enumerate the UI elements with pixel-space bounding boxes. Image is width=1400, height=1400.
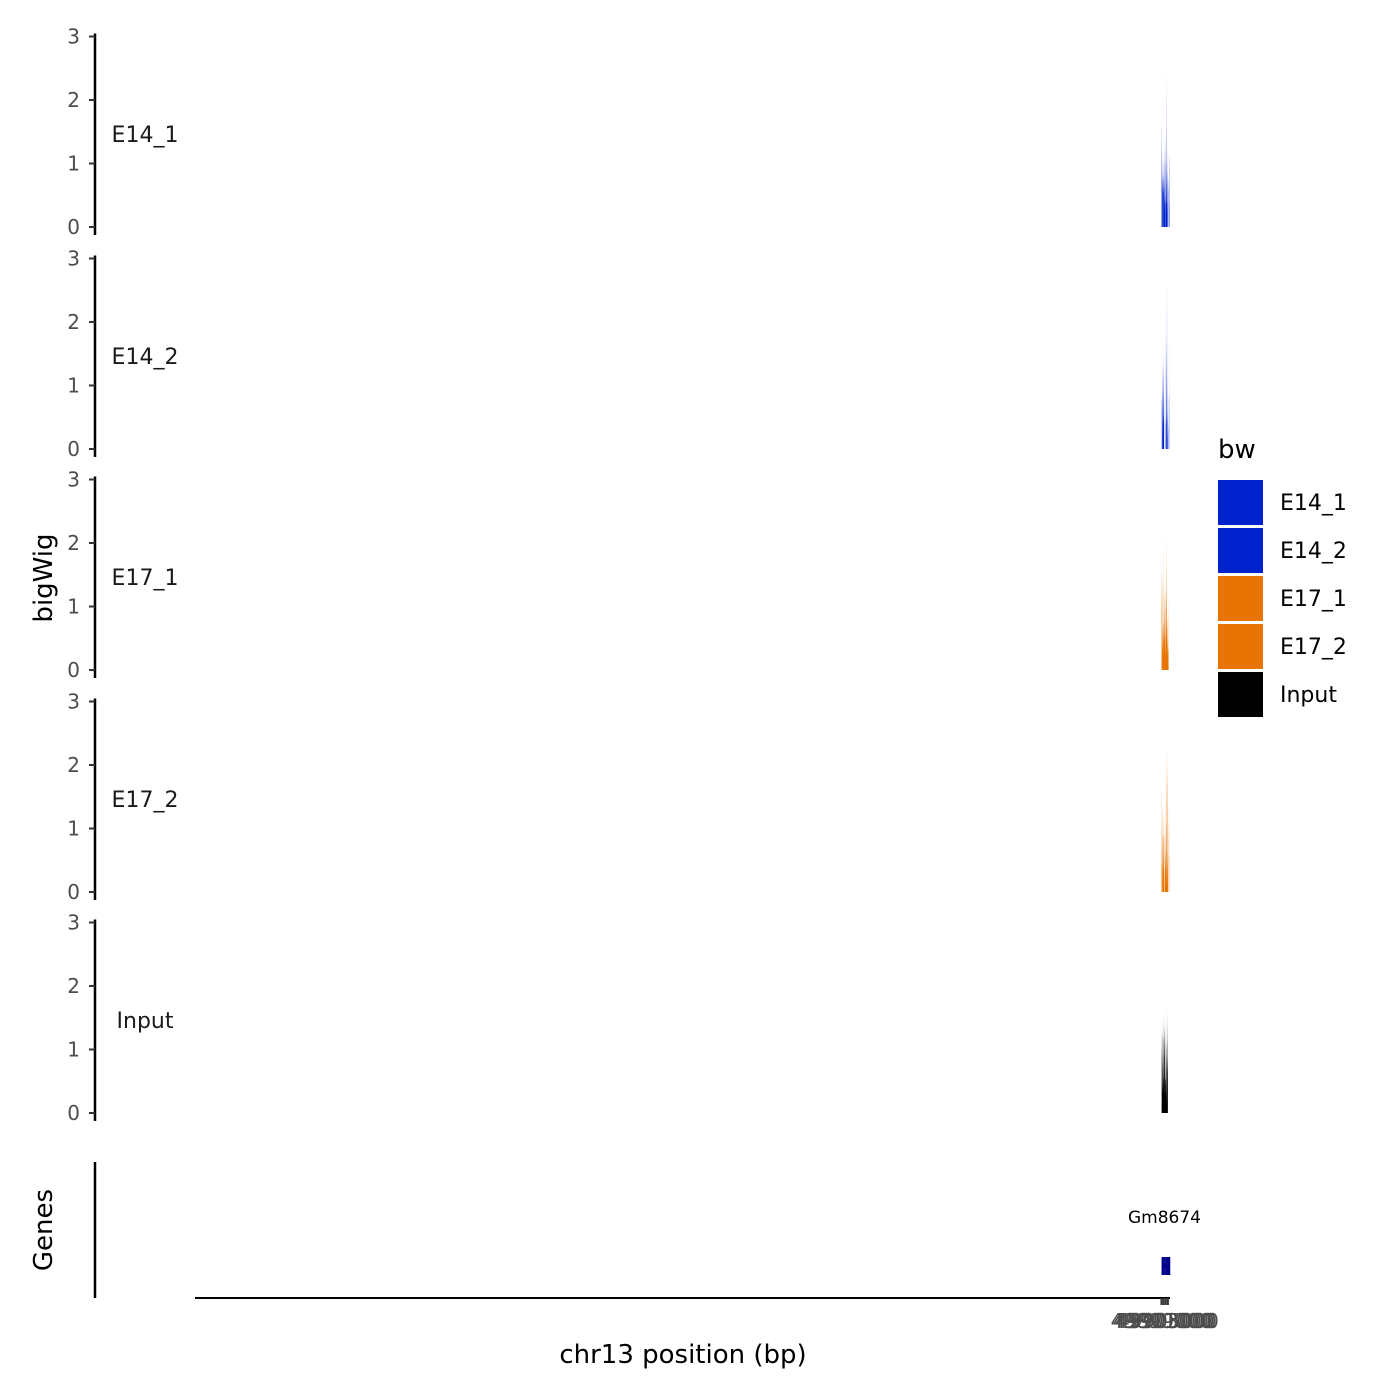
gene-exon xyxy=(1167,1257,1171,1275)
signal-area-E14_1 xyxy=(1165,68,1168,227)
legend-swatch xyxy=(1218,576,1263,621)
track-label-E14_1: E14_1 xyxy=(112,123,179,148)
track-E17_2: 0 1 2 3 E17_2 xyxy=(67,690,1170,904)
y-tick-label: 0 xyxy=(67,1101,80,1125)
y-tick-label: 0 xyxy=(67,437,80,461)
y-tick-label: 0 xyxy=(67,880,80,904)
gene-exon xyxy=(1165,1257,1169,1275)
y-tick-label: 3 xyxy=(67,911,80,935)
signal-area-E17_1 xyxy=(1161,514,1169,670)
signal-area-E14_2 xyxy=(1166,264,1168,449)
signal-area-E17_2 xyxy=(1165,742,1168,892)
legend-entry-E17_2: E17_2 xyxy=(1218,624,1347,669)
track-E14_1: 0 1 2 3 E14_1 xyxy=(67,25,1170,239)
gene-Gm8674: Gm8674 xyxy=(1128,1208,1201,1275)
legend-swatch xyxy=(1218,480,1263,525)
track-E14_2: 0 1 2 3 E14_2 xyxy=(67,247,1170,461)
y-tick-label: 1 xyxy=(67,152,80,176)
y-tick-label: 1 xyxy=(67,374,80,398)
legend-title: bw xyxy=(1218,435,1256,465)
y-tick-label: 3 xyxy=(67,25,80,49)
signal-area-E14_2 xyxy=(1162,341,1165,449)
legend-label: E14_1 xyxy=(1280,491,1347,516)
y-tick-label: 1 xyxy=(67,595,80,619)
y-tick-label: 1 xyxy=(67,1038,80,1062)
signal-area-E17_2 xyxy=(1168,799,1170,892)
y-tick-label: 3 xyxy=(67,468,80,492)
signal-area-E14_1 xyxy=(1168,150,1170,227)
signal-area-E17_2 xyxy=(1161,784,1163,892)
legend-entry-E14_2: E14_2 xyxy=(1218,528,1347,573)
y-tick-label: 2 xyxy=(67,753,80,777)
signal-tracks: 0 1 2 3 E14_1 0 1 2 3 E14_2 0 1 2 3 E17_1 0 1 2 3 E17_2 0 1 2 3… xyxy=(67,25,1170,1125)
legend-entry-E14_1: E14_1 xyxy=(1218,480,1347,525)
legend-entries: E14_1 E14_2 E17_1 E17_2 Input xyxy=(1218,480,1347,717)
track-label-E17_1: E17_1 xyxy=(112,566,179,591)
y-tick-label: 2 xyxy=(67,531,80,555)
gene-exon xyxy=(1161,1257,1165,1275)
legend-label: E17_2 xyxy=(1280,635,1347,660)
x-tick-label: 49903000 xyxy=(1115,1309,1217,1333)
x-tick-label: 49905000 xyxy=(1117,1309,1219,1333)
y-tick-label: 0 xyxy=(67,658,80,682)
legend-entry-Input: Input xyxy=(1218,672,1337,717)
legend-label: Input xyxy=(1280,683,1337,708)
y-tick-label: 0 xyxy=(67,215,80,239)
y-tick-label: 2 xyxy=(67,88,80,112)
track-Input: 0 1 2 3 Input xyxy=(67,911,1168,1125)
signal-area-E14_1 xyxy=(1162,147,1164,227)
x-tick-label: 49899000 xyxy=(1111,1309,1213,1333)
legend-swatch xyxy=(1218,672,1263,717)
y-tick-label: 3 xyxy=(67,247,80,271)
legend: bw E14_1 E14_2 E17_1 E17_2 Input xyxy=(1218,435,1347,717)
gene-track: Gm8674 xyxy=(93,1162,1201,1298)
track-label-Input: Input xyxy=(117,1009,174,1034)
legend-swatch xyxy=(1218,528,1263,573)
y-tick-label: 1 xyxy=(67,817,80,841)
signal-area-Input xyxy=(1161,995,1168,1113)
y-axis-title: bigWig xyxy=(29,533,59,622)
legend-swatch xyxy=(1218,624,1263,669)
track-E17_1: 0 1 2 3 E17_1 xyxy=(67,468,1169,682)
signal-area-E17_2 xyxy=(1162,790,1165,892)
legend-label: E14_2 xyxy=(1280,539,1347,564)
signal-area-E14_1 xyxy=(1161,128,1163,227)
legend-entry-E17_1: E17_1 xyxy=(1218,576,1347,621)
y-tick-label: 2 xyxy=(67,310,80,334)
x-tick-label: 49901000 xyxy=(1113,1309,1215,1333)
genes-panel-title: Genes xyxy=(29,1189,59,1271)
signal-area-E14_1 xyxy=(1164,134,1166,227)
track-label-E14_2: E14_2 xyxy=(112,345,179,370)
track-label-E17_2: E17_2 xyxy=(112,788,179,813)
signal-area-E14_1 xyxy=(1163,134,1165,227)
signal-area-E14_2 xyxy=(1168,318,1170,449)
gene-name-label: Gm8674 xyxy=(1128,1208,1201,1228)
y-tick-label: 2 xyxy=(67,974,80,998)
x-axis-title: chr13 position (bp) xyxy=(559,1340,806,1370)
y-tick-label: 3 xyxy=(67,690,80,714)
legend-label: E17_1 xyxy=(1280,587,1347,612)
